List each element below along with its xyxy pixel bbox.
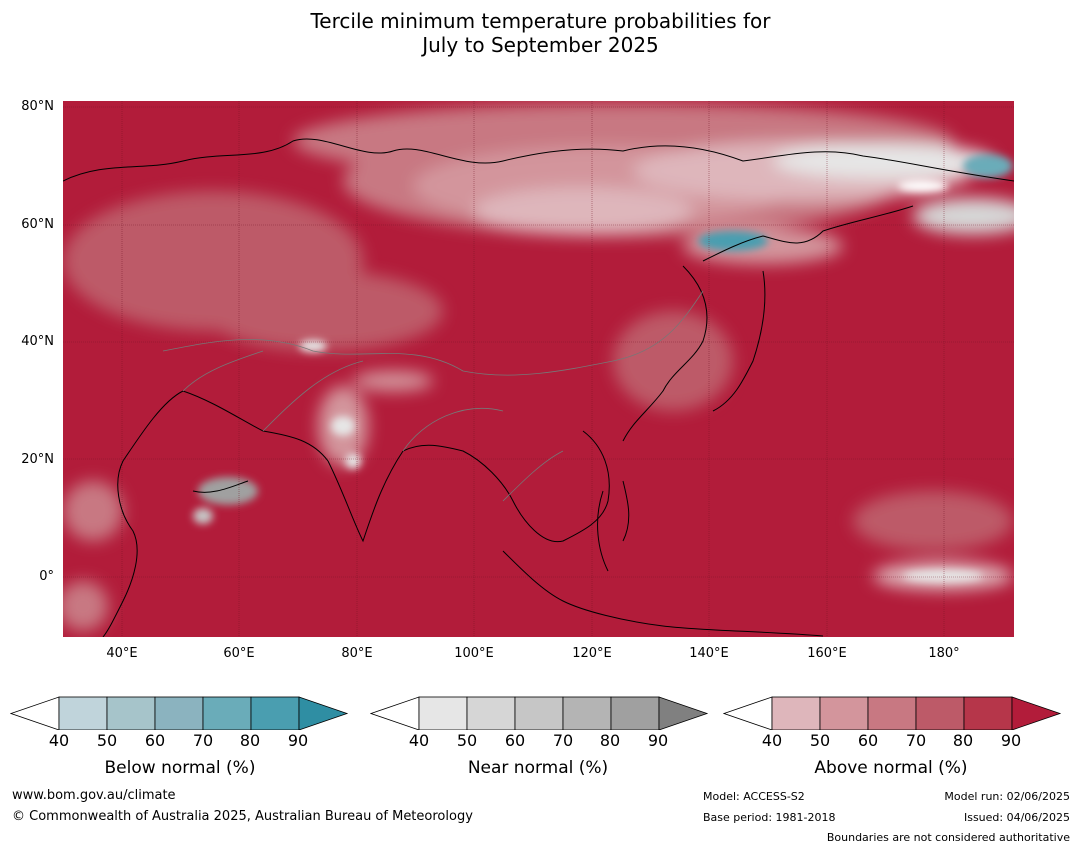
colorbar-over-triangle (298, 696, 349, 730)
disclaimer-text: Boundaries are not considered authoritat… (826, 831, 1070, 844)
tick: 90 (1000, 731, 1022, 750)
colorbar-segment (562, 696, 612, 730)
tick: 90 (647, 731, 669, 750)
base-period-text: Base period: 1981-2018 (703, 811, 836, 824)
near-normal-title: Near normal (%) (467, 758, 609, 778)
colorbar-over-triangle (658, 696, 709, 730)
tick: 60 (857, 731, 879, 750)
tick: 60 (144, 731, 166, 750)
tick: 70 (192, 731, 214, 750)
tick: 90 (287, 731, 309, 750)
colorbar-segment (514, 696, 564, 730)
lon-label-60e: 60°E (223, 646, 255, 661)
below-normal-title: Below normal (%) (104, 758, 256, 778)
map-title: Tercile minimum temperature probabilitie… (0, 9, 1081, 57)
website-link[interactable]: www.bom.gov.au/climate (12, 788, 176, 803)
tick: 40 (408, 731, 430, 750)
above-normal-colorbar (723, 696, 1062, 730)
below-normal-colorbar (10, 696, 349, 730)
tick: 80 (599, 731, 621, 750)
colorbar-segment (202, 696, 252, 730)
tick: 50 (96, 731, 118, 750)
lat-label-40n: 40°N (21, 334, 54, 349)
lon-label-40e: 40°E (106, 646, 138, 661)
colorbar-segment (154, 696, 204, 730)
lon-label-180: 180° (928, 646, 960, 661)
colorbar-segment (771, 696, 821, 730)
colorbar-segment (963, 696, 1013, 730)
model-run-text: Model run: 02/06/2025 (944, 790, 1070, 803)
colorbar-segment (915, 696, 965, 730)
colorbar-segment (819, 696, 869, 730)
lon-label-80e: 80°E (341, 646, 373, 661)
probability-shading (63, 103, 1014, 631)
colorbar-under-triangle (10, 696, 60, 730)
title-line-1: Tercile minimum temperature probabilitie… (310, 9, 771, 33)
colorbar-segment (418, 696, 468, 730)
colorbar-under-triangle (723, 696, 773, 730)
tick: 50 (456, 731, 478, 750)
graticule (63, 101, 1014, 637)
lat-label-80n: 80°N (21, 99, 54, 114)
lat-label-20n: 20°N (21, 452, 54, 467)
near-normal-colorbar (370, 696, 709, 730)
tick: 40 (48, 731, 70, 750)
model-text: Model: ACCESS-S2 (703, 790, 805, 803)
lon-label-100e: 100°E (454, 646, 494, 661)
lat-label-0: 0° (39, 569, 54, 584)
colorbar-segment (250, 696, 300, 730)
country-borders (162, 290, 704, 502)
tick: 80 (952, 731, 974, 750)
colorbar-segment (58, 696, 108, 730)
colorbar-over-triangle (1011, 696, 1062, 730)
above-normal-title: Above normal (%) (814, 758, 968, 778)
issued-text: Issued: 04/06/2025 (963, 811, 1070, 824)
colorbar-segment (867, 696, 917, 730)
colorbar-segment (610, 696, 660, 730)
lon-label-160e: 160°E (807, 646, 847, 661)
lon-label-120e: 120°E (572, 646, 612, 661)
tick: 70 (552, 731, 574, 750)
tick: 80 (239, 731, 261, 750)
below-normal-patches (698, 154, 1013, 251)
colorbar-segment (466, 696, 516, 730)
tick: 40 (761, 731, 783, 750)
tick: 70 (905, 731, 927, 750)
probability-map (63, 101, 1014, 637)
lat-label-60n: 60°N (21, 217, 54, 232)
copyright-text: © Commonwealth of Australia 2025, Austra… (12, 809, 473, 824)
tick: 50 (809, 731, 831, 750)
colorbar-segment (106, 696, 156, 730)
tick: 60 (504, 731, 526, 750)
title-line-2: July to September 2025 (422, 33, 659, 57)
lon-label-140e: 140°E (689, 646, 729, 661)
colorbar-under-triangle (370, 696, 420, 730)
coastlines (63, 138, 1014, 637)
